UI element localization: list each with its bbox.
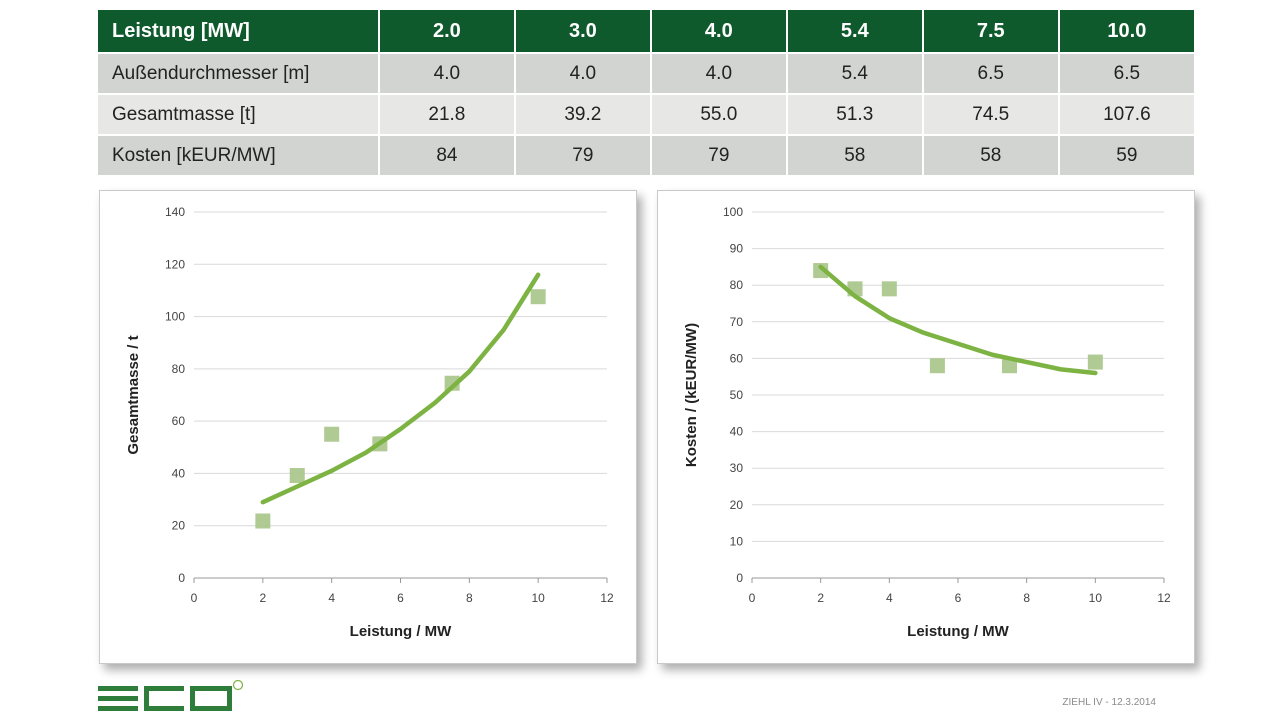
y-tick-label: 120 xyxy=(165,257,185,271)
cost-chart: 0 10 20 30 40 50 60 70 80 90 100 0 2 4 6 8 10 12 Leistung … xyxy=(683,205,1171,640)
trendline xyxy=(260,272,541,505)
specs-table: Leistung [MW] 2.0 3.0 4.0 5.4 7.5 10.0 A… xyxy=(98,10,1194,177)
x-axis-label: Leistung / MW xyxy=(350,623,452,640)
mass-chart: 0 20 40 60 80 100 120 140 0 2 4 6 8 10 12 Leistung / MW… xyxy=(125,205,614,640)
x-tick-label: 0 xyxy=(749,591,756,605)
footer-note: ZIEHL IV - 12.3.2014 xyxy=(1062,697,1156,708)
x-tick-label: 6 xyxy=(955,591,962,605)
x-tick-label: 8 xyxy=(466,591,473,605)
y-tick-label: 0 xyxy=(178,571,185,585)
table-cell: 5.4 xyxy=(787,54,924,95)
cost-chart-panel: 0 10 20 30 40 50 60 70 80 90 100 0 2 4 6 8 10 12 Leistung … xyxy=(657,190,1195,664)
table-header-label: Leistung [MW] xyxy=(98,10,380,54)
y-axis-label: Gesamtmasse / t xyxy=(125,335,142,454)
table-cell: 51.3 xyxy=(787,95,924,136)
y-tick-label: 90 xyxy=(730,242,744,256)
y-tick-label: 0 xyxy=(736,571,743,585)
table-cell: 58 xyxy=(787,136,924,177)
table-header-row: Leistung [MW] 2.0 3.0 4.0 5.4 7.5 10.0 xyxy=(98,10,1194,54)
y-tick-label: 40 xyxy=(730,425,744,439)
y-tick-label: 20 xyxy=(172,519,186,533)
row-label: Außendurchmesser [m] xyxy=(98,54,380,95)
data-point xyxy=(324,426,340,442)
table-header-cell: 4.0 xyxy=(651,10,788,54)
table-header-cell: 3.0 xyxy=(515,10,652,54)
x-tick-label: 4 xyxy=(886,591,893,605)
table-cell: 4.0 xyxy=(515,54,652,95)
x-tick-label: 10 xyxy=(1089,591,1103,605)
mass-chart-panel: 0 20 40 60 80 100 120 140 0 2 4 6 8 10 12 Leistung / MW… xyxy=(99,190,637,664)
table-header-cell: 7.5 xyxy=(923,10,1060,54)
y-tick-label: 100 xyxy=(165,310,185,324)
x-tick-label: 12 xyxy=(1157,591,1171,605)
y-tick-label: 140 xyxy=(165,205,185,219)
data-point xyxy=(289,468,305,484)
table-cell: 74.5 xyxy=(923,95,1060,136)
table-header-cell: 2.0 xyxy=(379,10,516,54)
table-cell: 6.5 xyxy=(1059,54,1194,95)
table-cell: 6.5 xyxy=(923,54,1060,95)
table-header-cell: 10.0 xyxy=(1059,10,1194,54)
trendline xyxy=(818,264,1098,376)
y-tick-label: 30 xyxy=(730,461,744,475)
data-point xyxy=(881,281,897,297)
y-tick-label: 60 xyxy=(172,414,186,428)
table-cell: 84 xyxy=(379,136,516,177)
x-axis-label: Leistung / MW xyxy=(907,623,1009,640)
x-tick-label: 0 xyxy=(191,591,198,605)
y-tick-label: 80 xyxy=(172,362,186,376)
table-cell: 4.0 xyxy=(651,54,788,95)
table-header-cell: 5.4 xyxy=(787,10,924,54)
x-tick-label: 2 xyxy=(259,591,266,605)
data-point xyxy=(255,513,271,529)
data-point xyxy=(1002,358,1017,374)
y-tick-label: 50 xyxy=(730,388,744,402)
y-tick-label: 70 xyxy=(730,315,744,329)
data-point xyxy=(929,358,945,374)
table-cell: 59 xyxy=(1059,136,1194,177)
y-tick-label: 40 xyxy=(172,466,186,480)
table-cell: 55.0 xyxy=(651,95,788,136)
table-row: Außendurchmesser [m] 4.0 4.0 4.0 5.4 6.5… xyxy=(98,54,1194,95)
row-label: Gesamtmasse [t] xyxy=(98,95,380,136)
x-tick-label: 6 xyxy=(397,591,404,605)
y-tick-label: 20 xyxy=(730,498,744,512)
x-tick-label: 8 xyxy=(1023,591,1030,605)
table-row: Gesamtmasse [t] 21.8 39.2 55.0 51.3 74.5… xyxy=(98,95,1194,136)
eco-logo xyxy=(98,680,244,711)
x-tick-label: 10 xyxy=(531,591,545,605)
table-cell: 79 xyxy=(651,136,788,177)
x-tick-label: 12 xyxy=(600,591,614,605)
row-label: Kosten [kEUR/MW] xyxy=(98,136,380,177)
data-point xyxy=(530,289,546,305)
y-axis-label: Kosten / (kEUR/MW) xyxy=(683,323,700,467)
x-tick-label: 2 xyxy=(817,591,824,605)
table-cell: 21.8 xyxy=(379,95,516,136)
y-tick-label: 80 xyxy=(730,278,744,292)
table-cell: 58 xyxy=(923,136,1060,177)
data-point xyxy=(813,263,829,279)
table-cell: 107.6 xyxy=(1059,95,1194,136)
data-point xyxy=(444,375,460,391)
y-tick-label: 60 xyxy=(730,351,744,365)
table-row: Kosten [kEUR/MW] 84 79 79 58 58 59 xyxy=(98,136,1194,177)
table-cell: 39.2 xyxy=(515,95,652,136)
x-tick-label: 4 xyxy=(328,591,335,605)
table-cell: 4.0 xyxy=(379,54,516,95)
y-tick-label: 100 xyxy=(723,205,743,219)
data-point xyxy=(1087,354,1103,370)
y-tick-label: 10 xyxy=(730,534,744,548)
table-cell: 79 xyxy=(515,136,652,177)
